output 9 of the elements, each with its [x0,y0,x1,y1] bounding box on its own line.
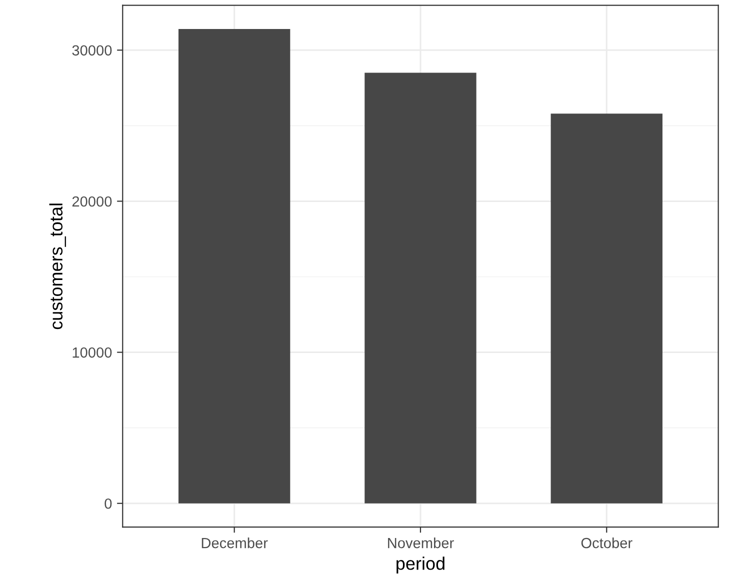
x-tick-label: November [388,538,454,548]
x-axis-title: period [396,556,444,574]
x-tick-label: October [581,538,632,548]
y-tick-label: 0 [104,498,112,509]
y-axis-title: customers_total [49,204,66,330]
y-tick-label: 30000 [72,45,112,56]
y-tick-label: 10000 [72,347,112,358]
y-tick-label: 20000 [72,196,112,207]
x-tick-label: December [202,538,268,548]
